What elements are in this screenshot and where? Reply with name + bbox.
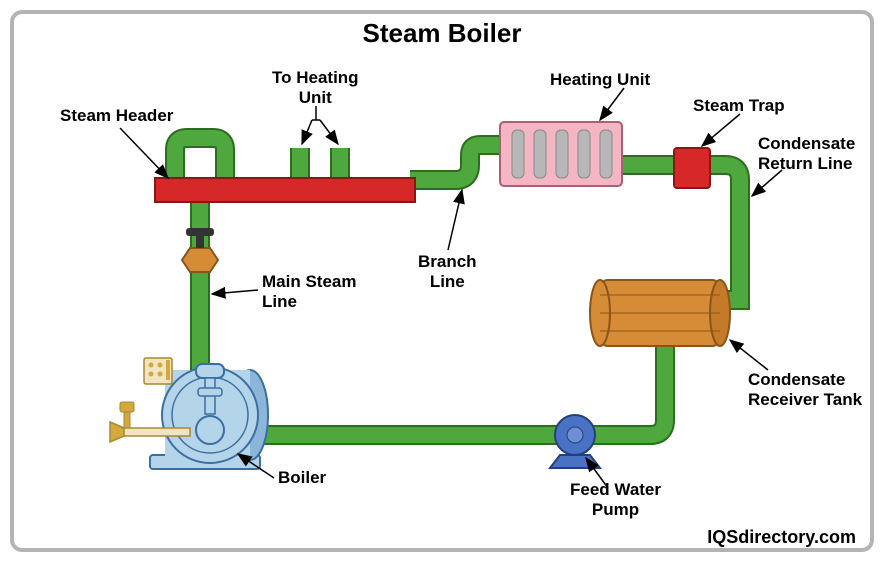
arrow-heating-unit — [600, 88, 624, 120]
boiler-body — [110, 358, 268, 469]
label-steam-trap: Steam Trap — [693, 96, 785, 116]
label-heating-unit: Heating Unit — [550, 70, 650, 90]
header-uloop-left — [175, 138, 225, 180]
arrow-to-heating-1 — [302, 120, 312, 144]
label-condensate-receiver: CondensateReceiver Tank — [748, 370, 862, 409]
arrow-steam-header — [120, 128, 168, 178]
arrow-cond-return — [752, 170, 782, 196]
condensate-tank — [590, 280, 730, 346]
steam-trap-body — [674, 148, 710, 188]
arrow-branch-line — [448, 190, 462, 250]
arrow-to-heating-stem — [312, 106, 320, 120]
arrow-main-steam — [212, 290, 258, 294]
steam-valve — [182, 228, 218, 272]
arrow-steam-trap — [702, 114, 740, 146]
arrow-to-heating-2 — [320, 120, 338, 144]
steam-header-bar — [155, 178, 415, 202]
label-to-heating-unit: To HeatingUnit — [272, 68, 359, 107]
diagram-title: Steam Boiler — [0, 18, 884, 49]
label-steam-header: Steam Header — [60, 106, 173, 126]
feed-water-pump-body — [550, 415, 600, 468]
label-main-steam-line: Main SteamLine — [262, 272, 356, 311]
arrow-cond-tank — [730, 340, 768, 370]
label-feed-water-pump: Feed WaterPump — [570, 480, 661, 519]
branch-line-pipe — [410, 145, 500, 180]
heating-unit-body — [500, 122, 622, 186]
label-branch-line: BranchLine — [418, 252, 477, 291]
label-condensate-return: CondensateReturn Line — [758, 134, 855, 173]
label-boiler: Boiler — [278, 468, 326, 488]
watermark: IQSdirectory.com — [707, 527, 856, 548]
tank-to-pump-pipe — [590, 345, 665, 435]
